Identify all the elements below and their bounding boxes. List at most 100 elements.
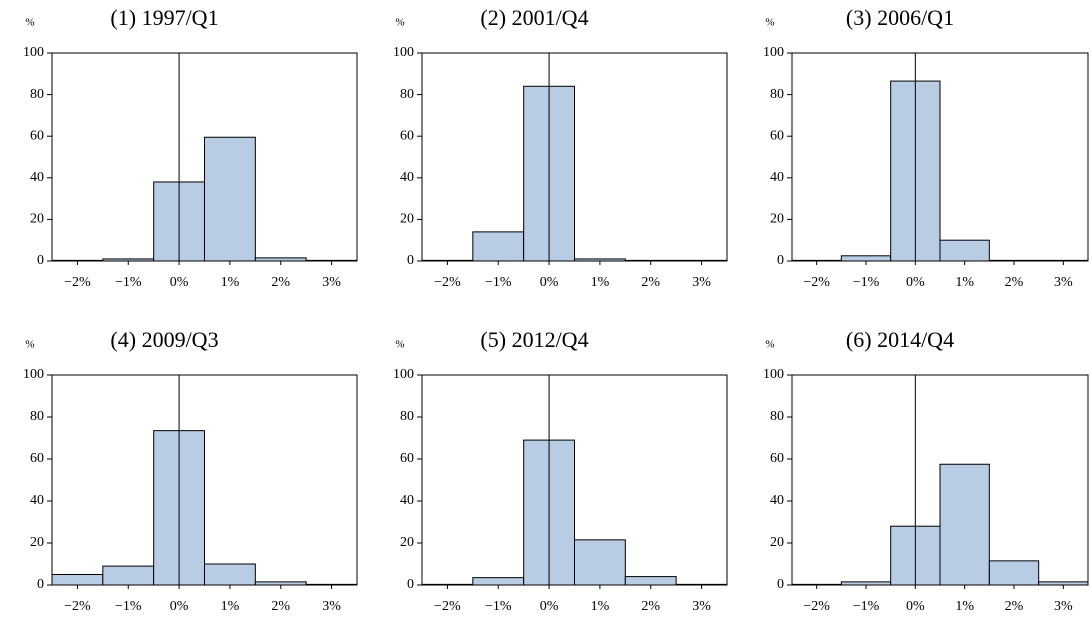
y-tick-label: 40 — [400, 493, 414, 508]
x-tick-label: 3% — [322, 275, 341, 290]
bar — [472, 577, 525, 586]
y-tick-label: 60 — [400, 451, 414, 466]
x-tick-label: 3% — [692, 599, 711, 614]
plot-frame — [791, 52, 1089, 262]
chart-title: (5) 2012/Q4 — [480, 327, 588, 352]
bar — [939, 239, 990, 262]
y-tick-label: 20 — [770, 535, 784, 550]
y-tick-label: 80 — [30, 409, 44, 424]
x-tick-label: 1% — [221, 599, 240, 614]
y-axis-label: % — [765, 339, 774, 351]
x-tick-label: −1% — [485, 599, 512, 614]
y-tick-label: 40 — [30, 170, 44, 185]
x-tick-label: 2% — [641, 599, 660, 614]
x-tick-label: −1% — [853, 599, 880, 614]
y-tick-label: 80 — [400, 87, 414, 102]
bar — [204, 136, 256, 262]
y-tick-label: 40 — [770, 170, 784, 185]
bar — [840, 255, 892, 262]
y-axis-label: % — [25, 17, 34, 29]
y-tick-label: 80 — [30, 87, 44, 102]
x-tick-label: −1% — [853, 275, 880, 290]
y-tick-label: 40 — [770, 493, 784, 508]
y-tick-label: 20 — [30, 212, 44, 227]
bar — [939, 463, 990, 586]
bar — [624, 576, 677, 586]
y-tick-label: 80 — [770, 87, 784, 102]
chart-title: (2) 2001/Q4 — [480, 5, 588, 30]
x-tick-label: −2% — [434, 275, 461, 290]
y-tick-label: 20 — [400, 535, 414, 550]
x-tick-label: 0% — [540, 275, 559, 290]
y-tick-label: 60 — [770, 451, 784, 466]
bar — [102, 565, 155, 586]
y-tick-label: 0 — [777, 577, 784, 592]
plot-frame — [421, 374, 728, 586]
x-tick-label: −1% — [115, 599, 142, 614]
x-tick-label: −2% — [64, 275, 91, 290]
y-tick-label: 100 — [23, 367, 44, 382]
y-axis-label: % — [765, 17, 774, 29]
y-tick-label: 0 — [37, 253, 44, 268]
x-tick-label: 1% — [221, 275, 240, 290]
x-tick-label: 2% — [1005, 599, 1024, 614]
y-tick-label: 100 — [393, 367, 414, 382]
y-tick-label: 80 — [400, 409, 414, 424]
x-tick-label: 3% — [1054, 275, 1073, 290]
x-tick-label: 1% — [591, 275, 610, 290]
x-tick-label: 0% — [170, 599, 189, 614]
x-tick-label: 1% — [955, 275, 974, 290]
chart-title: (3) 2006/Q1 — [846, 5, 954, 30]
bar — [988, 560, 1040, 586]
chart-title: (4) 2009/Q3 — [110, 327, 218, 352]
plot-frame — [51, 374, 358, 586]
chart-title: (1) 1997/Q1 — [110, 5, 218, 30]
chart-title: (6) 2014/Q4 — [846, 327, 954, 352]
bar — [472, 231, 525, 262]
bar — [51, 574, 104, 586]
y-axis-label: % — [25, 339, 34, 351]
y-tick-label: 0 — [777, 253, 784, 268]
y-tick-label: 40 — [400, 170, 414, 185]
x-tick-label: 0% — [906, 599, 925, 614]
plot-frame — [791, 374, 1089, 586]
x-tick-label: 3% — [692, 275, 711, 290]
y-tick-label: 0 — [407, 253, 414, 268]
y-tick-label: 20 — [400, 212, 414, 227]
x-tick-label: −1% — [485, 275, 512, 290]
bar — [574, 539, 626, 586]
plot-frame — [51, 52, 358, 262]
x-tick-label: 0% — [540, 599, 559, 614]
x-tick-label: −2% — [803, 275, 830, 290]
x-tick-label: 2% — [271, 275, 290, 290]
y-axis-label: % — [395, 17, 404, 29]
y-tick-label: 60 — [30, 128, 44, 143]
x-tick-label: 0% — [170, 275, 189, 290]
y-tick-label: 60 — [400, 128, 414, 143]
x-tick-label: −2% — [803, 599, 830, 614]
y-tick-label: 100 — [763, 367, 784, 382]
plot-frame — [421, 52, 728, 262]
y-axis-label: % — [395, 339, 404, 351]
y-tick-label: 100 — [23, 45, 44, 60]
x-tick-label: 3% — [322, 599, 341, 614]
x-tick-label: 1% — [591, 599, 610, 614]
y-tick-label: 60 — [30, 451, 44, 466]
y-tick-label: 20 — [30, 535, 44, 550]
y-tick-label: 40 — [30, 493, 44, 508]
x-tick-label: 2% — [641, 275, 660, 290]
x-tick-label: 0% — [906, 275, 925, 290]
x-tick-label: 1% — [955, 599, 974, 614]
x-tick-label: −2% — [64, 599, 91, 614]
y-tick-label: 100 — [393, 45, 414, 60]
y-tick-label: 60 — [770, 128, 784, 143]
y-tick-label: 100 — [763, 45, 784, 60]
x-tick-label: 3% — [1054, 599, 1073, 614]
y-tick-label: 0 — [37, 577, 44, 592]
y-tick-label: 20 — [770, 212, 784, 227]
x-tick-label: 2% — [271, 599, 290, 614]
y-tick-label: 80 — [770, 409, 784, 424]
x-tick-label: 2% — [1005, 275, 1024, 290]
bar — [204, 563, 256, 586]
